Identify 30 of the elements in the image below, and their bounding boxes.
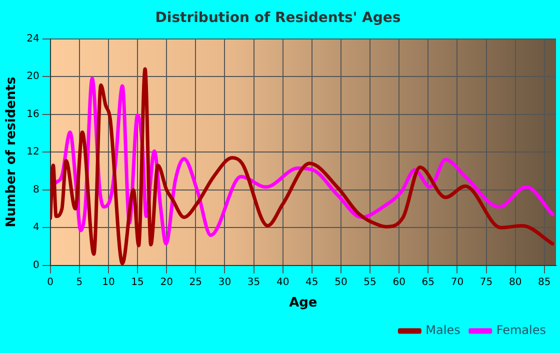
x-tick-label: 65 (422, 276, 434, 288)
x-tick-label: 35 (247, 276, 260, 288)
chart-title: Distribution of Residents' Ages (155, 10, 401, 26)
x-tick-label: 80 (508, 276, 522, 288)
y-tick-label: 16 (26, 108, 40, 120)
x-tick-label: 30 (218, 276, 232, 288)
x-tick-label: 50 (334, 276, 348, 288)
x-tick-label: 45 (306, 276, 318, 288)
y-tick-label: 20 (26, 71, 40, 82)
x-tick-label: 25 (189, 276, 202, 288)
x-tick-label: 0 (47, 276, 54, 288)
x-tick-label: 85 (538, 276, 551, 288)
x-tick-label: 75 (480, 276, 493, 288)
x-tick-label: 40 (276, 276, 290, 288)
x-axis-title: Age (289, 296, 318, 311)
y-tick-label: 12 (26, 146, 40, 158)
x-tick-label: 55 (364, 276, 376, 288)
y-tick-label: 0 (32, 260, 40, 271)
x-tick-label: 60 (392, 276, 406, 288)
x-tick-label: 5 (76, 276, 83, 288)
y-tick-label: 24 (26, 33, 40, 44)
y-tick-label: 4 (32, 222, 40, 234)
y-axis-title: Number of residents (4, 76, 20, 228)
x-tick-label: 15 (131, 276, 144, 288)
legend-label: Males (426, 323, 460, 338)
legend-label: Females (496, 323, 546, 338)
y-tick-label: 8 (32, 184, 40, 196)
x-tick-label: 10 (102, 276, 115, 288)
x-tick-label: 70 (450, 276, 464, 288)
x-tick-label: 20 (160, 276, 173, 288)
